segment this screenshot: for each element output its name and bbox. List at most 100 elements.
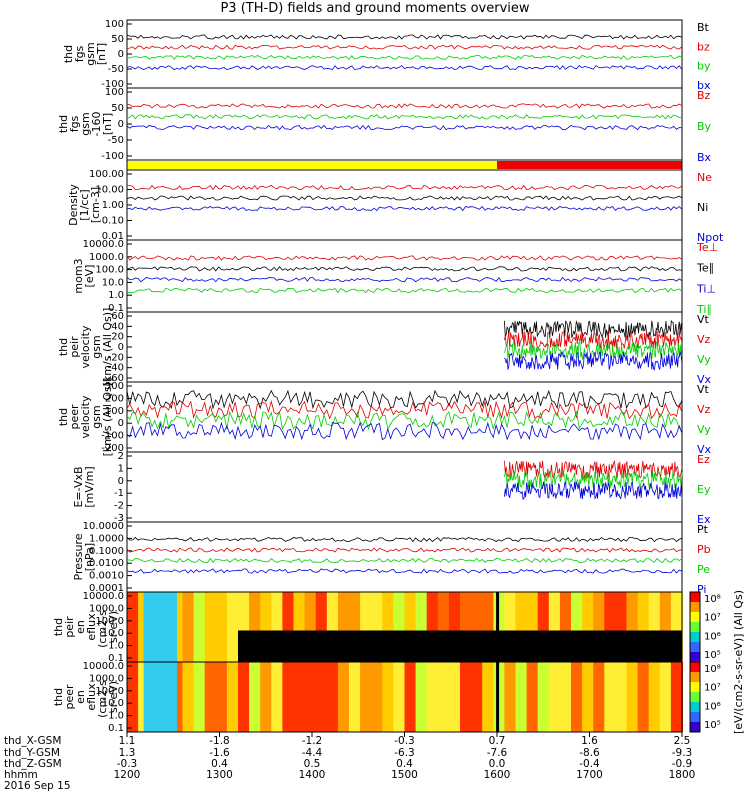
- legend-vt: Vt: [697, 313, 710, 326]
- colorbar-cell: [690, 682, 700, 693]
- y-axis-label: velocity: [79, 325, 92, 368]
- legend-vx: Vx: [697, 443, 712, 456]
- ephemeris-value: 2.5: [674, 735, 691, 747]
- y-axis-label: sr-eV): [107, 681, 120, 713]
- ephemeris-value: -8.6: [579, 747, 600, 759]
- legend-npot: Npot: [697, 231, 724, 244]
- y-axis-label: Pressure: [72, 533, 85, 580]
- y-tick-label: 100.0: [95, 616, 124, 627]
- y-axis-label: [mV/m]: [83, 466, 96, 507]
- heatmap-cell: [238, 662, 251, 732]
- heatmap-cell: [271, 662, 284, 732]
- legend-bx: bx: [697, 79, 711, 92]
- y-tick-label: -3: [114, 513, 124, 524]
- y-tick-label: 10.0: [102, 698, 124, 709]
- ephemeris-value: -9.3: [672, 747, 693, 759]
- legend-bz: bz: [697, 40, 710, 53]
- heatmap-cell: [226, 592, 239, 662]
- y-tick-label: 0.0010: [89, 571, 124, 582]
- colorbar-cell: [690, 692, 700, 703]
- y-tick-label: 0.0100: [89, 558, 124, 569]
- y-axis-label: fgs: [73, 45, 86, 62]
- ephemeris-value: -1.8: [209, 735, 230, 747]
- ephemeris-row-label: hhmm: [4, 769, 38, 781]
- ephemeris-value: 1.3: [119, 747, 136, 759]
- y-tick-label: 0: [118, 49, 124, 60]
- y-tick-label: 1: [118, 463, 124, 474]
- panel-frame: [126, 169, 683, 241]
- y-tick-label: 0.1: [108, 653, 124, 664]
- y-tick-label: 0: [118, 476, 124, 487]
- ephemeris-row-label: thd_Z-GSM: [4, 758, 62, 770]
- series-bx-line: [126, 124, 683, 131]
- date-label: 2016 Sep 15: [4, 780, 71, 792]
- y-tick-label: 1000.0: [89, 603, 124, 614]
- heatmap-cell: [515, 662, 528, 732]
- legend-ez: Ez: [697, 453, 710, 466]
- y-tick-label: 10000.0: [83, 591, 124, 602]
- panel-frame: [126, 381, 683, 453]
- y-axis-label: gsm: [90, 405, 103, 428]
- heatmap-cell: [404, 662, 417, 732]
- y-tick-label: 1000.0: [89, 673, 124, 684]
- ephemeris-value: 1.6: [581, 735, 598, 747]
- series-by-line: [126, 54, 683, 61]
- y-axis-label: gsm: [84, 42, 97, 65]
- y-tick-label: 50: [111, 34, 124, 45]
- heatmap-cell: [193, 662, 206, 732]
- y-axis-label: peir: [68, 336, 81, 358]
- colorbar-tick-label: 10⁸: [704, 664, 721, 675]
- y-axis-label: Density: [67, 184, 80, 226]
- y-tick-label: 1.0: [108, 711, 124, 722]
- heatmap-cell: [204, 592, 217, 662]
- y-tick-label: 0.0001: [89, 583, 124, 594]
- series-vt-line: [504, 319, 683, 339]
- legend-pt: Pt: [697, 523, 709, 536]
- legend-te⊥: Te⊥: [696, 241, 718, 254]
- heatmap-cell: [670, 662, 683, 732]
- panel-frame: [126, 87, 683, 161]
- ephemeris-value: -0.9: [672, 758, 693, 770]
- y-tick-label: 50: [111, 103, 124, 114]
- y-axis-label: eflux: [85, 613, 98, 641]
- y-tick-label: -40: [108, 363, 124, 374]
- colorbar-cell: [690, 712, 700, 723]
- colorbar-cell: [690, 652, 700, 663]
- legend-ti∥: Ti∥: [696, 303, 712, 316]
- series-bt-line: [126, 34, 683, 40]
- ephemeris-value: -0.3: [394, 735, 415, 747]
- heatmap-cell: [571, 662, 584, 732]
- colorbar-tick-label: 10⁵: [704, 720, 721, 731]
- heatmap-cell: [471, 662, 484, 732]
- series-bz-line: [126, 103, 683, 109]
- ephemeris-value: 1300: [206, 769, 233, 781]
- y-tick-label: 10.0: [102, 277, 124, 288]
- ephemeris-value: 1200: [114, 769, 141, 781]
- heatmap-cell: [559, 662, 572, 732]
- y-axis-label: [eV]: [83, 265, 96, 288]
- y-tick-label: -50: [108, 135, 124, 146]
- legend-bz: Bz: [697, 89, 711, 102]
- series-pe-line: [126, 557, 683, 564]
- series-pt-line: [126, 536, 683, 543]
- heatmap-cell: [382, 662, 395, 732]
- y-axis-label: [km/s (All Qs)]: [101, 378, 114, 457]
- series-vt-line: [126, 389, 683, 410]
- heatmap-cell: [337, 662, 350, 732]
- y-tick-label: 0.10: [102, 216, 124, 227]
- heatmap-cell: [393, 662, 406, 732]
- region-bar-yellow: [127, 161, 497, 169]
- colorbar-cell: [690, 592, 700, 603]
- series-bx-line: [126, 65, 683, 71]
- heatmap-cell: [637, 662, 650, 732]
- colorbar-label: [eV/(cm2-s-sr-eV)] (All Qs): [732, 590, 745, 734]
- heatmap-cold-band: [143, 592, 177, 662]
- legend-vx: Vx: [697, 373, 712, 386]
- heatmap-cell: [315, 662, 328, 732]
- heatmap-gap: [496, 662, 500, 732]
- panel-frame: [126, 521, 683, 593]
- y-tick-label: -50: [108, 64, 124, 75]
- y-axis-label: sr-eV): [107, 611, 120, 643]
- y-axis-label: en: [74, 690, 87, 704]
- colorbar-tick-label: 10⁸: [704, 594, 721, 605]
